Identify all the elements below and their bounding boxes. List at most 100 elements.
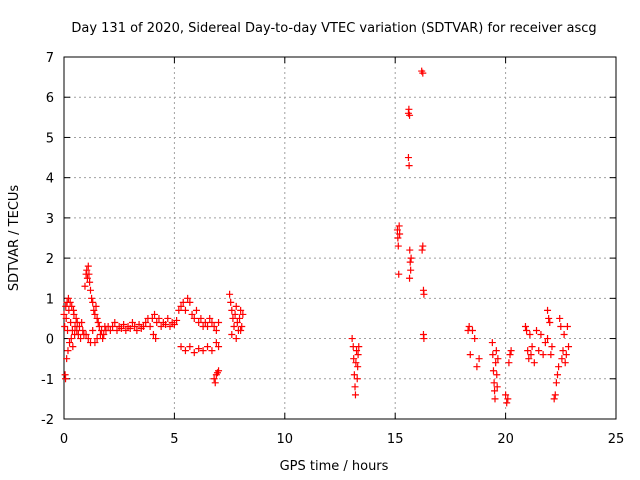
data-point xyxy=(212,339,220,347)
y-tick-label: -1 xyxy=(41,373,54,388)
data-point xyxy=(157,322,165,330)
data-point xyxy=(544,306,552,314)
data-point xyxy=(67,318,75,326)
data-point xyxy=(563,322,571,330)
data-point xyxy=(153,318,161,326)
data-point xyxy=(135,320,143,328)
data-point xyxy=(72,314,80,322)
data-point xyxy=(86,286,94,294)
grid xyxy=(64,57,616,419)
data-point xyxy=(84,335,92,343)
data-point xyxy=(84,262,92,270)
data-point xyxy=(471,335,479,343)
y-tick-label: -2 xyxy=(41,413,54,428)
data-point xyxy=(491,395,499,403)
data-point xyxy=(166,322,174,330)
data-point xyxy=(404,154,412,162)
data-point xyxy=(560,331,568,339)
data-point xyxy=(550,395,558,403)
x-tick-label: 15 xyxy=(387,432,404,447)
data-point xyxy=(69,343,77,351)
data-point xyxy=(175,306,183,314)
data-point xyxy=(181,306,189,314)
data-point xyxy=(131,322,139,330)
data-point xyxy=(204,322,212,330)
data-point xyxy=(535,347,543,355)
data-point xyxy=(90,306,98,314)
data-point xyxy=(109,322,117,330)
data-point xyxy=(239,310,247,318)
data-point xyxy=(237,327,245,335)
data-point xyxy=(62,375,70,383)
data-point xyxy=(64,294,72,302)
data-point xyxy=(494,355,502,363)
data-point xyxy=(215,367,223,375)
data-point xyxy=(528,343,536,351)
data-point xyxy=(405,105,413,113)
data-point xyxy=(236,314,244,322)
data-point xyxy=(126,325,134,332)
data-point xyxy=(208,318,216,326)
data-point xyxy=(493,371,501,379)
plot-frame xyxy=(63,56,617,420)
data-point xyxy=(70,310,78,318)
data-point xyxy=(394,234,402,242)
data-point xyxy=(547,351,555,359)
data-point xyxy=(63,355,71,363)
data-point xyxy=(232,335,240,343)
data-point xyxy=(406,258,414,266)
data-point xyxy=(83,274,91,282)
data-point xyxy=(208,347,216,355)
data-point xyxy=(539,351,547,359)
data-point xyxy=(419,242,427,250)
data-point xyxy=(524,347,532,355)
data-point xyxy=(85,270,93,278)
data-point xyxy=(506,351,514,359)
data-point xyxy=(89,327,97,335)
data-point xyxy=(355,343,363,351)
data-point xyxy=(541,339,549,347)
data-point xyxy=(113,327,121,335)
data-point xyxy=(537,331,545,339)
data-point xyxy=(195,318,203,326)
data-point xyxy=(232,302,240,310)
data-point xyxy=(86,278,94,286)
data-point xyxy=(111,318,119,326)
data-point xyxy=(93,335,101,343)
data-point xyxy=(488,339,496,347)
data-point xyxy=(556,314,564,322)
data-point xyxy=(491,387,499,395)
data-point xyxy=(405,162,413,170)
data-point xyxy=(465,322,473,330)
data-point xyxy=(407,266,415,274)
data-point xyxy=(60,310,68,318)
data-point xyxy=(226,290,234,298)
data-point xyxy=(88,294,96,302)
data-point xyxy=(122,327,130,335)
data-point xyxy=(82,331,90,339)
data-point xyxy=(561,359,569,367)
data-point xyxy=(548,343,556,351)
data-point xyxy=(212,327,220,335)
data-point xyxy=(73,327,81,335)
data-point xyxy=(66,298,74,306)
data-point xyxy=(92,302,100,310)
data-point xyxy=(473,363,481,371)
data-point xyxy=(557,322,565,330)
data-point xyxy=(393,226,401,234)
y-tick-label: 2 xyxy=(46,252,54,267)
data-point xyxy=(206,314,214,322)
data-point xyxy=(551,391,559,399)
data-point xyxy=(507,347,515,355)
data-point xyxy=(117,325,125,332)
data-point xyxy=(544,335,552,343)
data-point xyxy=(78,318,86,326)
data-point xyxy=(350,371,358,379)
data-point xyxy=(545,314,553,322)
data-point xyxy=(562,351,570,359)
data-point xyxy=(348,335,356,343)
data-point xyxy=(62,302,70,310)
data-point xyxy=(493,383,501,391)
data-point xyxy=(354,351,362,359)
data-point xyxy=(228,306,236,314)
